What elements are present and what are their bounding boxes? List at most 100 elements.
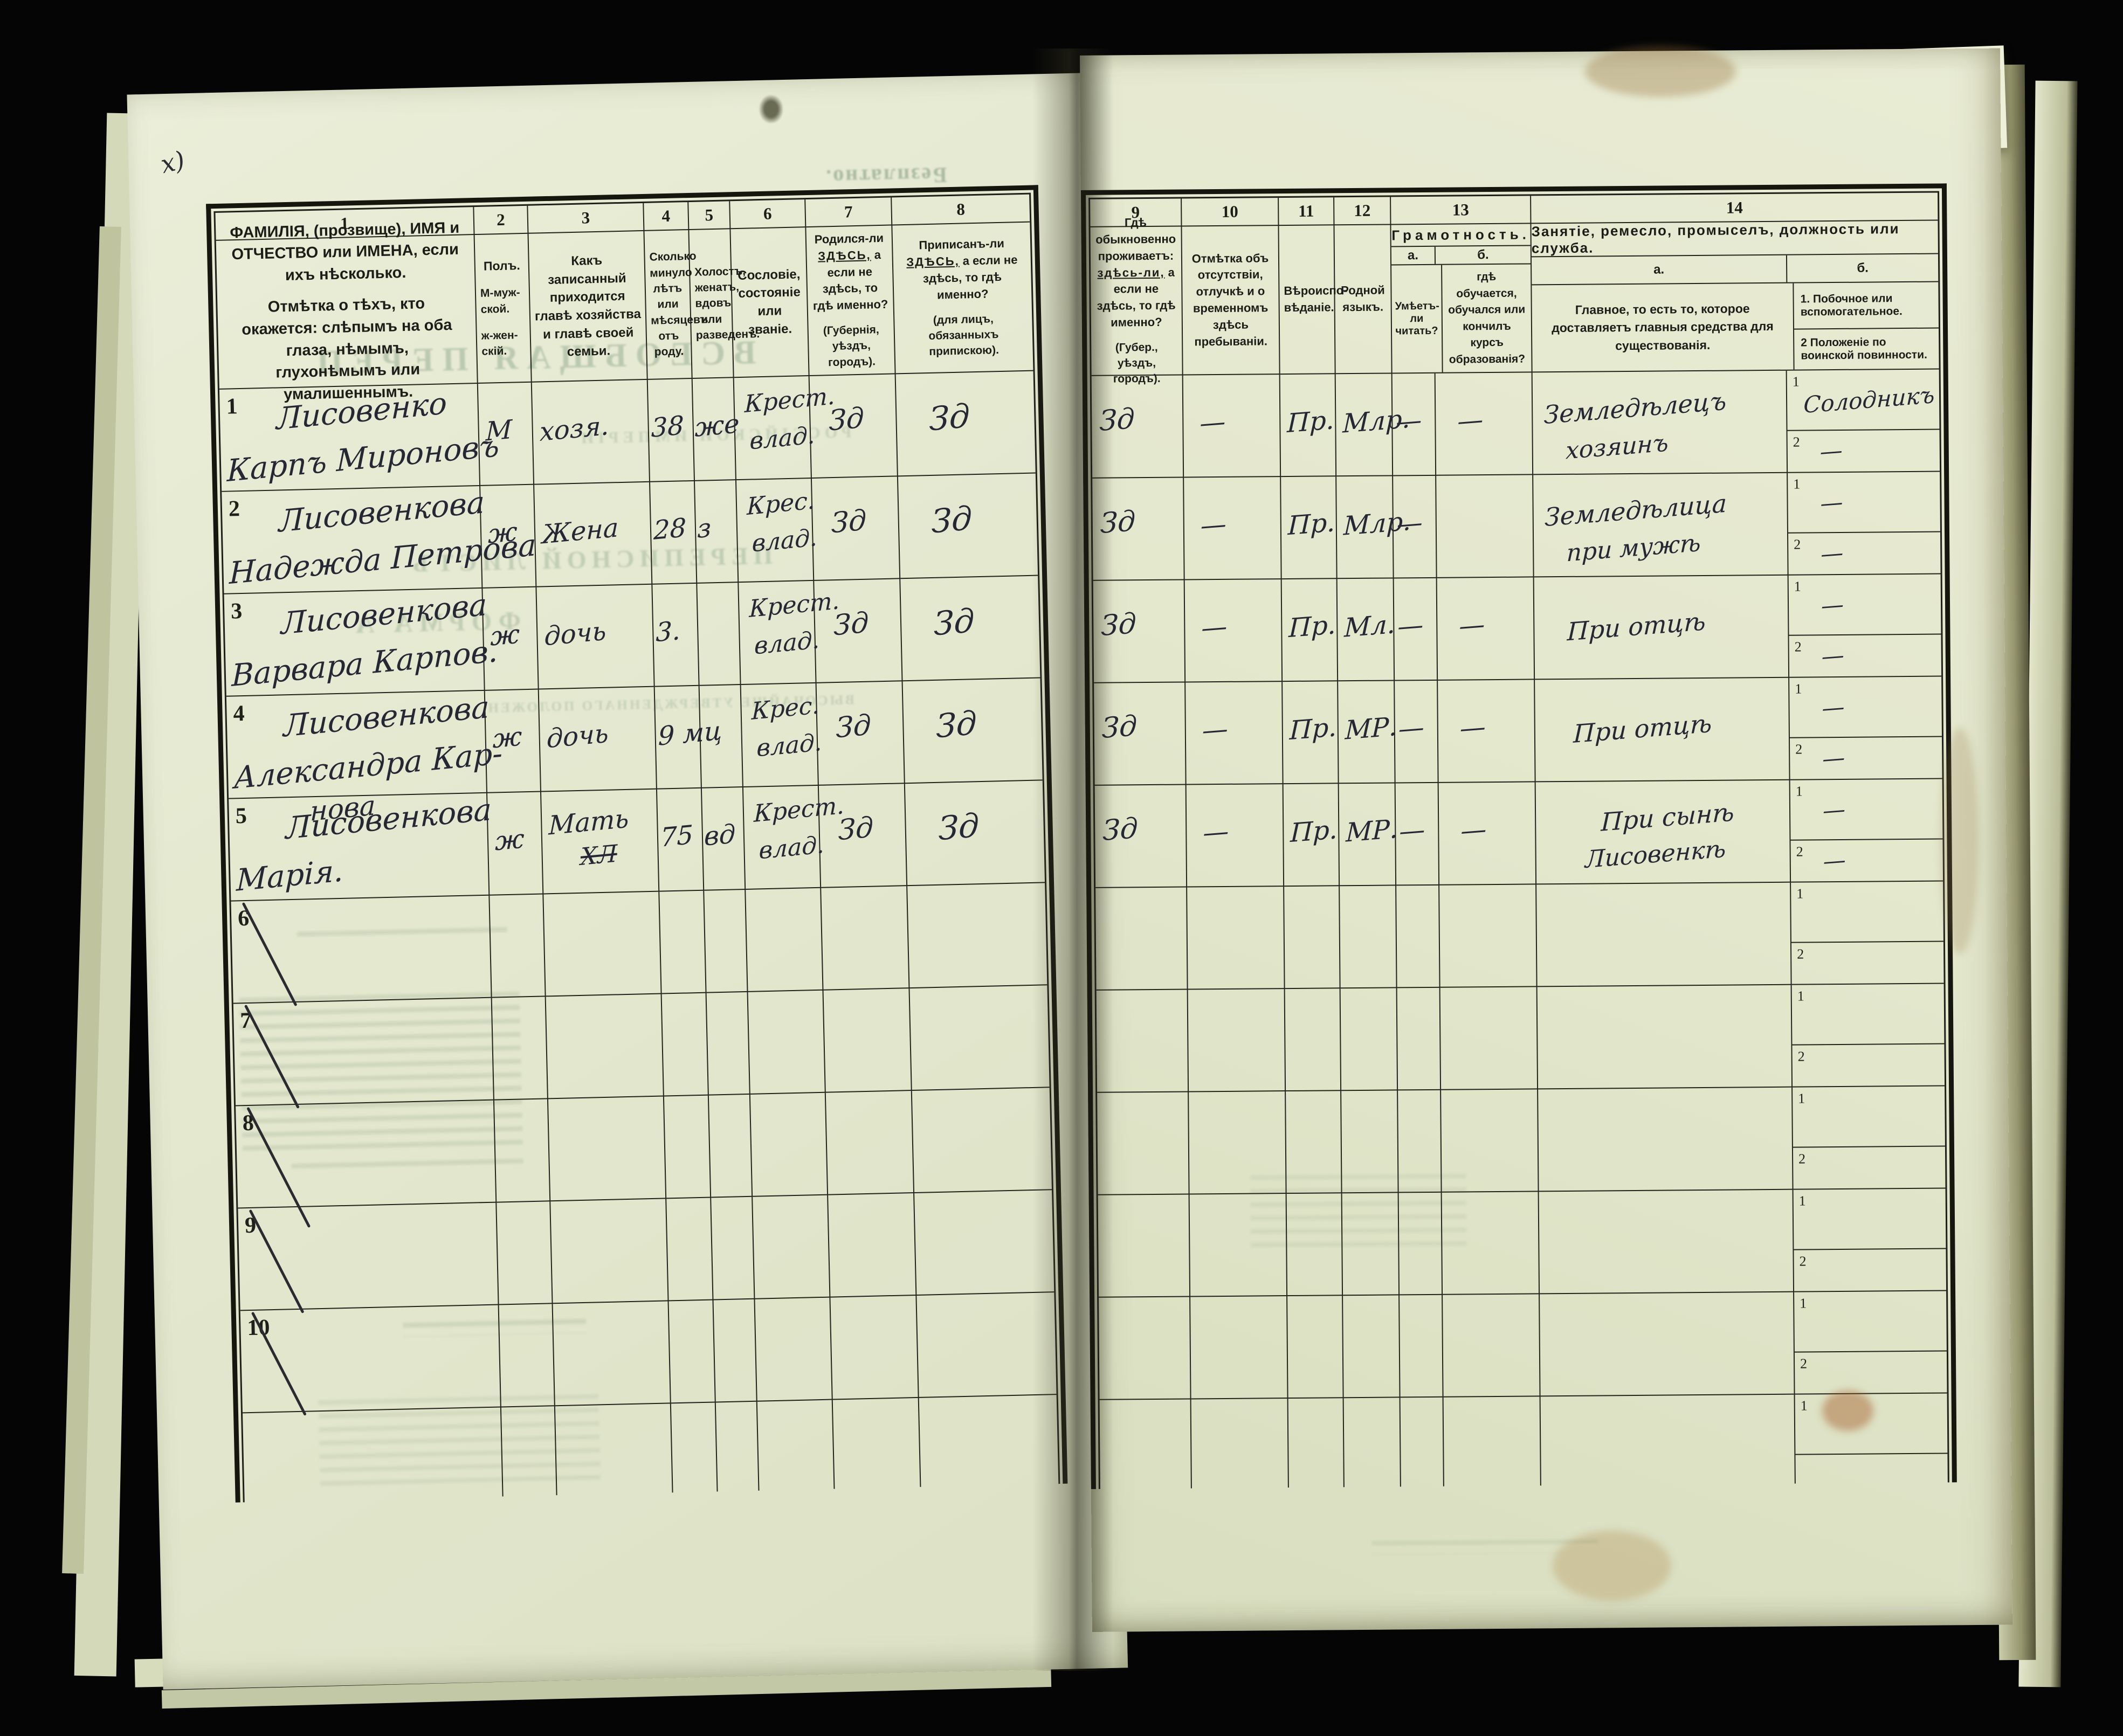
col-number: 11 [1279, 197, 1335, 226]
col-header-language: Родной языкъ. [1334, 225, 1393, 375]
col-header-estate: Сословіе, состояніе или званіе. [730, 227, 810, 378]
cell-name: 1 Лисовенко Карпъ Мироновъ [219, 383, 499, 492]
col-number: 2 [474, 205, 529, 236]
cell-absence: — [1185, 682, 1284, 785]
cell-age: 38 [647, 378, 695, 482]
cell-born-here: Зд [818, 784, 908, 888]
cell-marital: вд [701, 787, 746, 891]
col-number: 13 [1391, 196, 1532, 225]
cell-estate: Крес. влад. [736, 478, 817, 583]
cell-occupation-main: Земледѣлица при мужѣ [1533, 473, 1789, 578]
cell-sex: ж [485, 689, 542, 793]
cell-occupation-side: 1 2 [1793, 1086, 1946, 1190]
cell-relation: Жена [534, 482, 653, 587]
cell-literacy-education: — [1438, 680, 1536, 783]
cell-estate: Крест. влад. [743, 785, 844, 890]
cell-marital: же [692, 378, 740, 481]
cell-marital: з [695, 480, 739, 584]
col-number: 5 [688, 201, 731, 231]
col-header-absence: Отмѣтка объ отсутствіи, отлучкѣ и о врем… [1182, 226, 1280, 376]
cell-religion: Пр. [1283, 784, 1340, 887]
col-header-occupation-group: Занятіе, ремесло, промыселъ, должность и… [1531, 220, 1939, 373]
paper-stain [1553, 1531, 1671, 1601]
cell-language: Млр. [1335, 374, 1411, 477]
cell-sex: ж [480, 485, 537, 589]
cell-religion: Пр. [1281, 579, 1339, 682]
cell-estate: Крест. влад. [734, 376, 835, 481]
paper-stain [1941, 728, 1979, 954]
cell-occupation-main: При сынѣ Лисовенкѣ [1535, 780, 1791, 885]
cell-born-here: Зд [816, 681, 905, 786]
cell-occupation-main: При отцѣ [1534, 575, 1790, 680]
cell-relation: дочь [536, 584, 655, 690]
cell-name: 2 Лисовенкова Надежда Петрова [222, 485, 536, 594]
col-number: 8 [892, 194, 1030, 226]
col-number: 12 [1334, 197, 1391, 226]
census-table-left: 1 2 3 4 5 6 7 8 ФАМИЛІЯ, (прозвище), ИМЯ… [206, 185, 1068, 1503]
cell-occupation-main: При отцѣ [1535, 677, 1790, 783]
col-header-registration: Приписанъ-ли ЗДѢСЬ, а если не здѣсь, то … [892, 222, 1033, 375]
cell-occupation-side: 1 2 [1791, 984, 1945, 1088]
cell-name: 5 Лисовенкова Марія. [229, 792, 492, 902]
cell-age: 3. [652, 583, 700, 687]
cell-occupation-side: 1 Солодникъ 2— [1787, 369, 1940, 473]
col-number: 7 [805, 197, 893, 228]
imperial-emblem-mark [759, 95, 783, 124]
cell-occupation-side: 1 2 [1793, 1188, 1947, 1292]
cell-marital [697, 583, 741, 686]
cell-marital [699, 685, 743, 789]
cell-literacy-read: — [1392, 373, 1437, 476]
cancellation-slash [244, 1004, 300, 1109]
cell-name: 9 [238, 1202, 499, 1314]
cell-born-here: Зд [814, 579, 903, 683]
cell-sex: М [478, 382, 535, 486]
cell-occupation-side: 1— 2— [1790, 779, 1943, 883]
cell-literacy-education [1436, 475, 1534, 578]
cell-religion: Пр. [1281, 476, 1338, 580]
cell-occupation-side: 1 2 [1794, 1291, 1947, 1395]
cell-estate: Крест. влад. [739, 580, 840, 686]
cell-age: 28 [650, 481, 698, 585]
cell-name: 4 Лисовенкова Александра Кар-нова [226, 690, 502, 827]
cell-registered-here: Зд [898, 473, 1038, 579]
cell-absence: — [1183, 375, 1281, 478]
cell-religion: Пр. [1283, 681, 1339, 785]
col-header-relation: Какъ записанный приходится главѣ хозяйст… [528, 231, 648, 383]
col-header-birthplace: Родился-ли ЗДѢСЬ, а если не здѣсь, то гд… [806, 225, 896, 377]
cell-age: 75 [657, 788, 705, 892]
cell-occupation-side: 1 2 [1791, 881, 1944, 985]
left-page: х) ВСЕОБЩАЯ ПЕРЕП РОССІЙСКОЙ ИМПЕРІИ ПЕР… [127, 73, 1128, 1690]
book-gutter-shadow [1032, 49, 1113, 1671]
cell-registered-here: Зд [905, 780, 1045, 887]
cell-relation: Мать ХЛ [541, 789, 660, 895]
cell-age: 9 мц [654, 686, 722, 790]
paper-stain [1822, 1391, 1873, 1431]
cell-relation: хозя. [532, 379, 651, 485]
col-number: 10 [1182, 198, 1279, 227]
cell-language: Млр. [1336, 476, 1411, 579]
cancellation-slash [242, 902, 298, 1007]
cell-relation: дочь [539, 687, 657, 792]
cell-name: 7 [233, 998, 494, 1109]
cell-registered-here: Зд [900, 576, 1040, 682]
cell-estate: Крес. влад. [741, 683, 822, 787]
cell-sex: ж [482, 587, 539, 691]
cell-sex: ж [487, 792, 544, 896]
col-header-name: ФАМИЛІЯ, (прозвище), ИМЯ и ОТЧЕСТВО или … [216, 219, 478, 403]
col-header-religion: Вѣроиспо-вѣданіе. [1279, 225, 1348, 375]
cell-born-here: Зд [811, 476, 901, 581]
cancellation-slash [251, 1311, 307, 1416]
cell-literacy-read: — [1393, 475, 1437, 579]
cell-literacy-education: — [1438, 782, 1537, 886]
col-number: 3 [528, 203, 645, 234]
cell-literacy-education: — [1435, 372, 1534, 476]
right-page: 85 9 10 11 12 13 14 Гдѣ обыкновенно прож… [1080, 48, 2012, 1632]
cell-absence: — [1186, 784, 1285, 888]
cell-language: МР. [1339, 783, 1398, 887]
census-table-right: 9 10 11 12 13 14 Гдѣ обыкновенно прожива… [1080, 183, 1957, 1489]
cell-name: 8 [236, 1100, 497, 1228]
col-header-sex: Полъ. М-муж-ской. ж-жен-скій. [474, 233, 532, 384]
cell-occupation-side: 1— 2— [1788, 472, 1941, 576]
cell-name: 10 [240, 1305, 501, 1416]
bleedthrough-bezplatno: Безплатно. [824, 163, 948, 190]
